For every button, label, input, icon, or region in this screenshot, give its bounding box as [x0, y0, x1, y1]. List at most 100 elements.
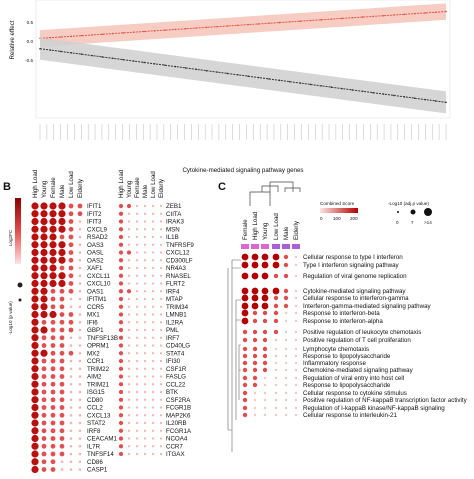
dot: [31, 217, 39, 226]
dot: [50, 428, 56, 434]
gene-label: CCL2: [87, 405, 103, 412]
dot: [31, 248, 39, 257]
dot: [69, 336, 73, 340]
column-label: Male: [283, 226, 290, 240]
dot: [49, 256, 57, 264]
series-point: [372, 91, 374, 94]
series-point: [403, 13, 406, 16]
dot: [77, 203, 83, 209]
dot: [50, 443, 56, 449]
dot: [50, 412, 56, 418]
dot: [118, 374, 124, 379]
column-label: High Load: [252, 211, 259, 240]
size-legend-dot: [397, 211, 399, 213]
dot: [159, 390, 163, 394]
dot: [41, 436, 47, 441]
dot: [273, 273, 279, 279]
dot: [143, 274, 147, 277]
series-point: [434, 11, 437, 14]
dot: [40, 303, 48, 311]
dot: [252, 310, 258, 316]
dot: [135, 328, 139, 332]
dot: [40, 233, 48, 241]
dot: [159, 359, 163, 363]
series-point: [413, 12, 416, 15]
dot: [118, 382, 124, 387]
series-point: [80, 53, 83, 55]
dot: [118, 203, 124, 209]
gene-label: MSN: [166, 226, 180, 233]
dot: [151, 274, 155, 277]
dot: [78, 282, 82, 285]
dot: [159, 437, 163, 440]
dot: [40, 210, 48, 218]
dot: [118, 219, 124, 224]
dot: [159, 243, 163, 246]
dot: [159, 305, 163, 308]
series-point: [216, 71, 218, 73]
dot: [159, 204, 163, 208]
series-point: [330, 18, 333, 20]
dot: [294, 398, 298, 402]
dot: [127, 328, 131, 332]
dot: [50, 467, 56, 472]
dot: [263, 376, 267, 380]
panel-a-series: [39, 3, 447, 140]
series-point: [101, 56, 104, 58]
dot: [263, 383, 267, 387]
dot: [127, 266, 131, 270]
gene-label: IFIT3: [87, 219, 102, 226]
series-point: [112, 32, 114, 35]
gene-label: CCR1: [87, 358, 104, 365]
series-point: [393, 14, 395, 16]
dot: [151, 383, 155, 386]
series-point: [299, 82, 302, 84]
dot: [118, 327, 124, 333]
column-label: Male: [142, 184, 149, 198]
dot: [69, 359, 73, 363]
series-point: [424, 12, 426, 14]
column-label: Low Load: [273, 213, 280, 240]
fc-colorbar: [15, 198, 21, 264]
dot: [252, 329, 258, 335]
size-legend-dot: [424, 208, 432, 216]
dot: [69, 382, 73, 386]
series-point: [268, 78, 270, 80]
dot: [151, 406, 155, 409]
gene-label: IFI6: [87, 319, 98, 326]
gene-label: CEACAM1: [87, 436, 117, 443]
dot: [135, 305, 139, 308]
dot: [284, 383, 288, 387]
dot: [274, 383, 278, 387]
dot: [127, 259, 131, 262]
panel-b-letter: B: [3, 181, 11, 193]
dot: [151, 243, 155, 246]
dot: [262, 346, 268, 352]
series-point: [39, 47, 41, 50]
dot: [78, 375, 82, 378]
panel-b-dots: [31, 202, 163, 474]
dot: [69, 406, 73, 409]
dot: [69, 468, 73, 471]
dot: [31, 380, 39, 388]
dot: [68, 219, 74, 224]
series-point: [361, 16, 364, 18]
dot: [40, 248, 48, 257]
column-label: High Load: [32, 169, 39, 198]
dot: [78, 243, 82, 247]
column-color-bar: [272, 244, 280, 249]
dot: [261, 261, 269, 269]
dot: [263, 413, 267, 417]
dot: [159, 328, 163, 332]
dot: [151, 429, 155, 432]
dot: [252, 367, 258, 373]
column-label: Female: [242, 219, 249, 240]
dot: [40, 217, 48, 226]
dot: [143, 313, 147, 316]
dot: [242, 382, 248, 388]
panel-c-dendrogram: [249, 181, 301, 206]
dot: [135, 421, 139, 425]
dot: [159, 266, 163, 270]
series-point: [268, 22, 270, 25]
dot: [60, 468, 64, 471]
